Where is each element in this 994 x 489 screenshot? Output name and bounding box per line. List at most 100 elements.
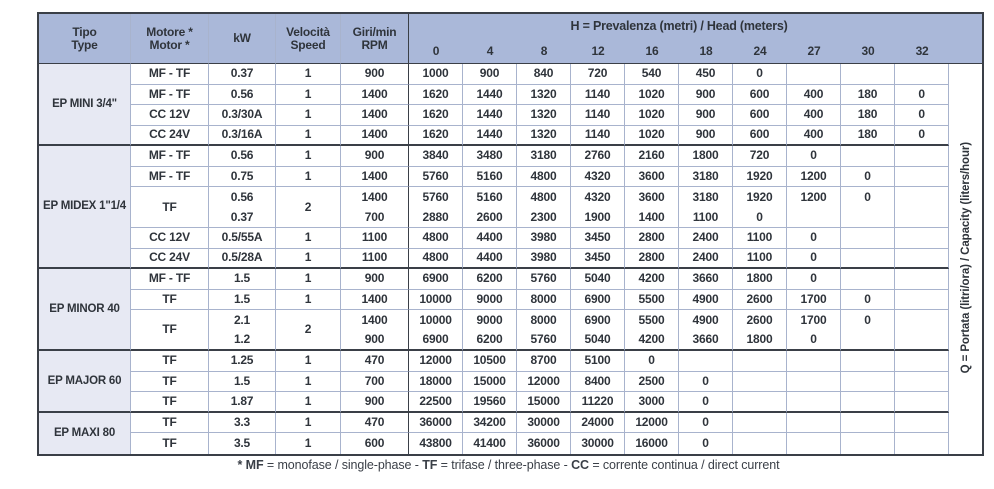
head-value-cell: 12000 (625, 412, 679, 433)
head-value-cell (841, 392, 895, 413)
head-col-12: 12 (571, 40, 625, 64)
head-value-cell: 600 (733, 84, 787, 105)
head-value-cell: 1020 (625, 84, 679, 105)
head-value-cell: 1620 (409, 84, 463, 105)
head-value-cell: 15000 (517, 392, 571, 413)
table-row: MF - TF 0.75 1 1400 5760 5160 4800 4320 3600 3180… (39, 166, 982, 187)
kw-cell: 3.5 (209, 433, 276, 454)
head-value-cell: 3660 (679, 269, 733, 290)
head-value-cell: 3450 (571, 248, 625, 269)
table-row: CC 24V 0.5/28A 1 1100 4800 4400 3980 3450 2800 24… (39, 248, 982, 269)
head-value-cell: 1440 (463, 105, 517, 126)
speed-cell: 1 (276, 166, 341, 187)
head-value-cell: 18000 (409, 371, 463, 392)
motor-cell: TF (131, 289, 209, 310)
header-line: RPM (361, 37, 388, 52)
head-value-cell: 3180 (679, 166, 733, 187)
head-value-cell (787, 392, 841, 413)
kw-cell: 0.5/28A (209, 248, 276, 269)
head-value-cell: 2600 (463, 207, 517, 228)
head-value-cell: 2400 (679, 248, 733, 269)
head-value-cell: 4400 (463, 248, 517, 269)
head-value-cell (841, 248, 895, 269)
head-value-cell: 2600 (733, 289, 787, 310)
head-value-cell: 6900 (409, 269, 463, 290)
head-value-cell: 2500 (625, 371, 679, 392)
head-value-cell: 4900 (679, 310, 733, 331)
head-value-cell: 15000 (463, 371, 517, 392)
table-row: EP MINOR 40 MF - TF 1.5 1 900 6900 6200 5760 504… (39, 269, 982, 351)
rpm-cell: 900 (341, 146, 409, 167)
head-value-cell: 4800 (409, 248, 463, 269)
table-row: EP MINI 3/4" MF - TF 0.37 1 900 1000 900 840 720… (39, 64, 983, 454)
head-value-cell (895, 64, 950, 85)
head-value-cell: 1320 (517, 125, 571, 146)
kw-cell: 0.3/16A (209, 125, 276, 146)
head-value-cell: 10500 (463, 351, 517, 372)
head-value-cell: 900 (463, 64, 517, 85)
head-value-cell: 1020 (625, 125, 679, 146)
footnote-segment: = corrente continua / direct current (588, 458, 780, 472)
head-value-cell: 1320 (517, 84, 571, 105)
kw-cell: 2.1 (209, 310, 276, 331)
rpm-cell: 470 (341, 351, 409, 372)
table-row: CC 12V 0.3/30A 1 1400 1620 1440 1320 1140 1020 90… (39, 105, 982, 126)
head-value-cell (895, 248, 950, 269)
head-value-cell: 1100 (733, 228, 787, 249)
head-value-cell (733, 412, 787, 433)
head-value-cell: 3600 (625, 166, 679, 187)
table-row: MF - TF 0.56 1 1400 1620 1440 1320 1140 1020 900 6… (39, 84, 982, 105)
speed-cell: 1 (276, 412, 341, 433)
head-value-cell (895, 371, 950, 392)
head-value-cell: 2400 (679, 228, 733, 249)
header-giri-rpm: Giri/min RPM (341, 14, 409, 64)
head-value-cell: 6200 (463, 330, 517, 351)
table-body: EP MINI 3/4" MF - TF 0.37 1 900 1000 900 840 720… (39, 64, 983, 454)
head-value-cell: 180 (841, 125, 895, 146)
motor-cell: MF - TF (131, 64, 209, 85)
head-value-cell: 2300 (517, 207, 571, 228)
table-row: 1.2 900 6900 6200 5760 5040 4200 3660 1800 0 (39, 330, 982, 351)
head-value-cell: 2600 (733, 310, 787, 331)
head-value-cell: 5100 (571, 351, 625, 372)
head-value-cell (841, 412, 895, 433)
rpm-cell: 900 (341, 330, 409, 351)
head-value-cell: 12000 (517, 371, 571, 392)
head-value-cell: 1620 (409, 105, 463, 126)
head-value-cell: 9000 (463, 289, 517, 310)
head-value-cell: 1100 (679, 207, 733, 228)
head-value-cell: 1140 (571, 84, 625, 105)
head-value-cell: 1700 (787, 289, 841, 310)
head-value-cell: 1920 (733, 166, 787, 187)
head-value-cell (841, 371, 895, 392)
rpm-cell: 470 (341, 412, 409, 433)
head-value-cell (895, 269, 950, 290)
head-value-cell: 6900 (409, 330, 463, 351)
head-value-cell (733, 392, 787, 413)
head-value-cell: 400 (787, 105, 841, 126)
rpm-cell: 700 (341, 207, 409, 228)
head-value-cell (841, 269, 895, 290)
rpm-cell: 1400 (341, 105, 409, 126)
header-line: kW (233, 31, 251, 46)
head-value-cell: 900 (679, 105, 733, 126)
motor-cell: TF (131, 351, 209, 372)
header-line: Velocità (286, 24, 330, 39)
head-value-cell: 30000 (571, 433, 625, 454)
head-value-cell: 5760 (409, 187, 463, 208)
footnote-segment: = monofase / single-phase - (263, 458, 423, 472)
head-value-cell: 0 (895, 84, 950, 105)
footnote-segment: TF (422, 458, 438, 472)
kw-cell: 0.56 (209, 187, 276, 208)
head-value-cell: 5160 (463, 187, 517, 208)
head-value-cell: 0 (679, 392, 733, 413)
head-value-cell: 720 (733, 146, 787, 167)
head-value-cell (841, 433, 895, 454)
motor-cell: TF (131, 310, 209, 351)
head-value-cell: 11220 (571, 392, 625, 413)
head-value-cell: 0 (787, 228, 841, 249)
head-value-cell: 6900 (571, 310, 625, 331)
head-value-cell: 12000 (409, 351, 463, 372)
motor-cell: TF (131, 371, 209, 392)
head-value-cell: 3980 (517, 228, 571, 249)
